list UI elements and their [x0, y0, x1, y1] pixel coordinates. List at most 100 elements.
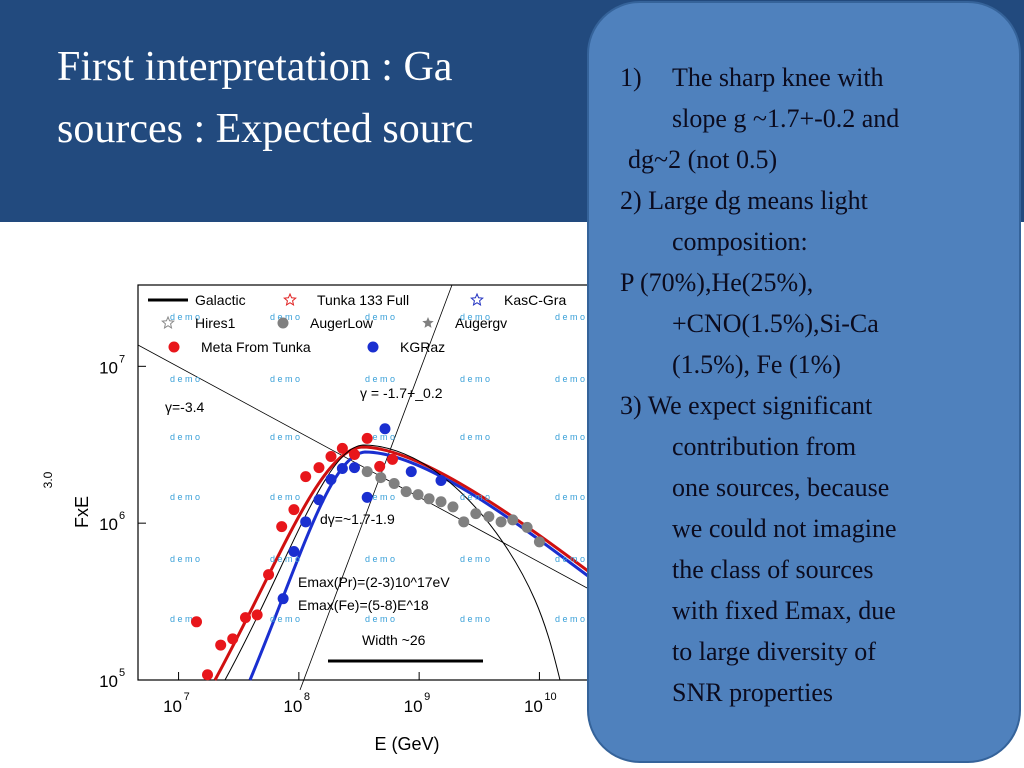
x-tick-exponent: 7: [184, 691, 190, 703]
data-point: [288, 504, 300, 516]
data-point: [277, 593, 289, 605]
data-point: [386, 453, 398, 465]
data-point: [300, 516, 312, 528]
data-point: [325, 473, 337, 485]
data-point: [412, 489, 424, 501]
data-point: [251, 609, 263, 621]
data-point: [300, 471, 312, 483]
data-point: [374, 460, 386, 472]
y-tick-exponent: 7: [119, 353, 125, 365]
legend-label: Tunka 133 Full: [317, 292, 409, 308]
watermark: d e m o: [170, 312, 200, 322]
y-axis-label: FxE: [72, 496, 92, 528]
legend-label: Hires1: [195, 315, 236, 331]
data-point: [435, 496, 447, 508]
data-point: [388, 478, 400, 490]
title-line: First interpretation : Ga: [57, 44, 453, 90]
watermark: d e m o: [170, 554, 200, 564]
data-point: [400, 486, 412, 498]
x-tick-exponent: 10: [544, 691, 556, 703]
annotation: γ=-3.4: [165, 399, 205, 415]
data-point: [313, 462, 325, 474]
data-point: [470, 508, 482, 520]
data-point: [361, 432, 373, 444]
y-tick-label: 10: [99, 672, 118, 691]
data-point: [227, 633, 239, 645]
callout-box: [587, 1, 1021, 763]
legend-label: KasC-Gra: [504, 292, 566, 308]
watermark: d e m o: [555, 492, 585, 502]
data-point: [495, 516, 507, 528]
data-point: [483, 511, 495, 523]
x-axis-label: E (GeV): [374, 734, 439, 754]
callout-text: 3) We expect significant: [620, 391, 873, 420]
data-point: [361, 491, 373, 503]
callout-text: (1.5%), Fe (1%): [672, 350, 841, 379]
watermark: d e m o: [365, 554, 395, 564]
watermark: d e m o: [365, 374, 395, 384]
watermark: d e m o: [555, 374, 585, 384]
galactic-curve: [224, 444, 561, 681]
data-point: [348, 462, 360, 474]
watermark: d e m o: [460, 614, 490, 624]
watermark: d e m o: [270, 432, 300, 442]
callout-text: SNR properties: [672, 678, 833, 707]
data-point: [325, 451, 337, 463]
fit-line: [299, 284, 453, 691]
watermark: d e m o: [270, 374, 300, 384]
callout-text: The sharp knee with: [672, 63, 884, 92]
watermark: d e m o: [170, 432, 200, 442]
callout-text: 2) Large dg means light: [620, 186, 869, 215]
data-point: [507, 514, 519, 526]
legend-marker: [367, 341, 379, 353]
watermark: d e m o: [460, 554, 490, 564]
watermark: d e m o: [365, 492, 395, 502]
data-point: [263, 569, 275, 581]
data-point: [435, 475, 447, 487]
x-tick-exponent: 9: [424, 691, 430, 703]
callout-text: slope g ~1.7+-0.2 and: [672, 104, 899, 133]
watermark: d e m o: [555, 432, 585, 442]
legend-marker: [161, 315, 175, 329]
annotation: dγ=~1.7-1.9: [320, 511, 395, 527]
callout-text: +CNO(1.5%),Si-Ca: [672, 309, 879, 338]
title-line: sources : Expected sourc: [57, 106, 473, 152]
data-point: [533, 536, 545, 548]
watermark: d e m o: [270, 614, 300, 624]
data-point: [375, 472, 387, 484]
annotation: Emax(Fe)=(5-8)E^18: [298, 597, 429, 613]
callout-text: P (70%),He(25%),: [620, 268, 813, 297]
legend-marker: [422, 317, 434, 328]
x-tick-label: 10: [163, 697, 182, 716]
legend-label: Galactic: [195, 292, 246, 308]
y-tick-label: 10: [99, 515, 118, 534]
data-point: [288, 545, 300, 557]
legend-marker: [470, 292, 484, 306]
watermark: d e m o: [365, 312, 395, 322]
watermark: d e m o: [555, 554, 585, 564]
callout-text: 1): [620, 63, 642, 92]
data-point: [348, 449, 360, 461]
callout-text: to large diversity of: [672, 637, 876, 666]
legend-label: KGRaz: [400, 339, 445, 355]
y-axis-power: 3.0: [41, 471, 55, 488]
watermark: d e m o: [365, 432, 395, 442]
data-point: [313, 494, 325, 506]
chart: γ=-3.4 γ = -1.7+_0.2 dγ=~1.7-1.9 Emax(Pr…: [41, 284, 781, 754]
annotation: Width ~26: [362, 632, 426, 648]
callout-text: contribution from: [672, 432, 856, 461]
legend-label: AugerLow: [310, 315, 374, 331]
watermark: d e m o: [460, 312, 490, 322]
x-tick-label: 10: [524, 697, 543, 716]
y-tick-exponent: 5: [119, 667, 125, 679]
legend-marker: [168, 341, 180, 353]
callout: 1) The sharp knee with slope g ~1.7+-0.2…: [587, 1, 1021, 763]
watermark: d e m o: [555, 312, 585, 322]
watermark: d e m o: [270, 554, 300, 564]
legend-label: Augergv: [455, 315, 507, 331]
watermark: d e m o: [170, 614, 200, 624]
x-tick-exponent: 8: [304, 691, 310, 703]
data-point: [336, 442, 348, 454]
